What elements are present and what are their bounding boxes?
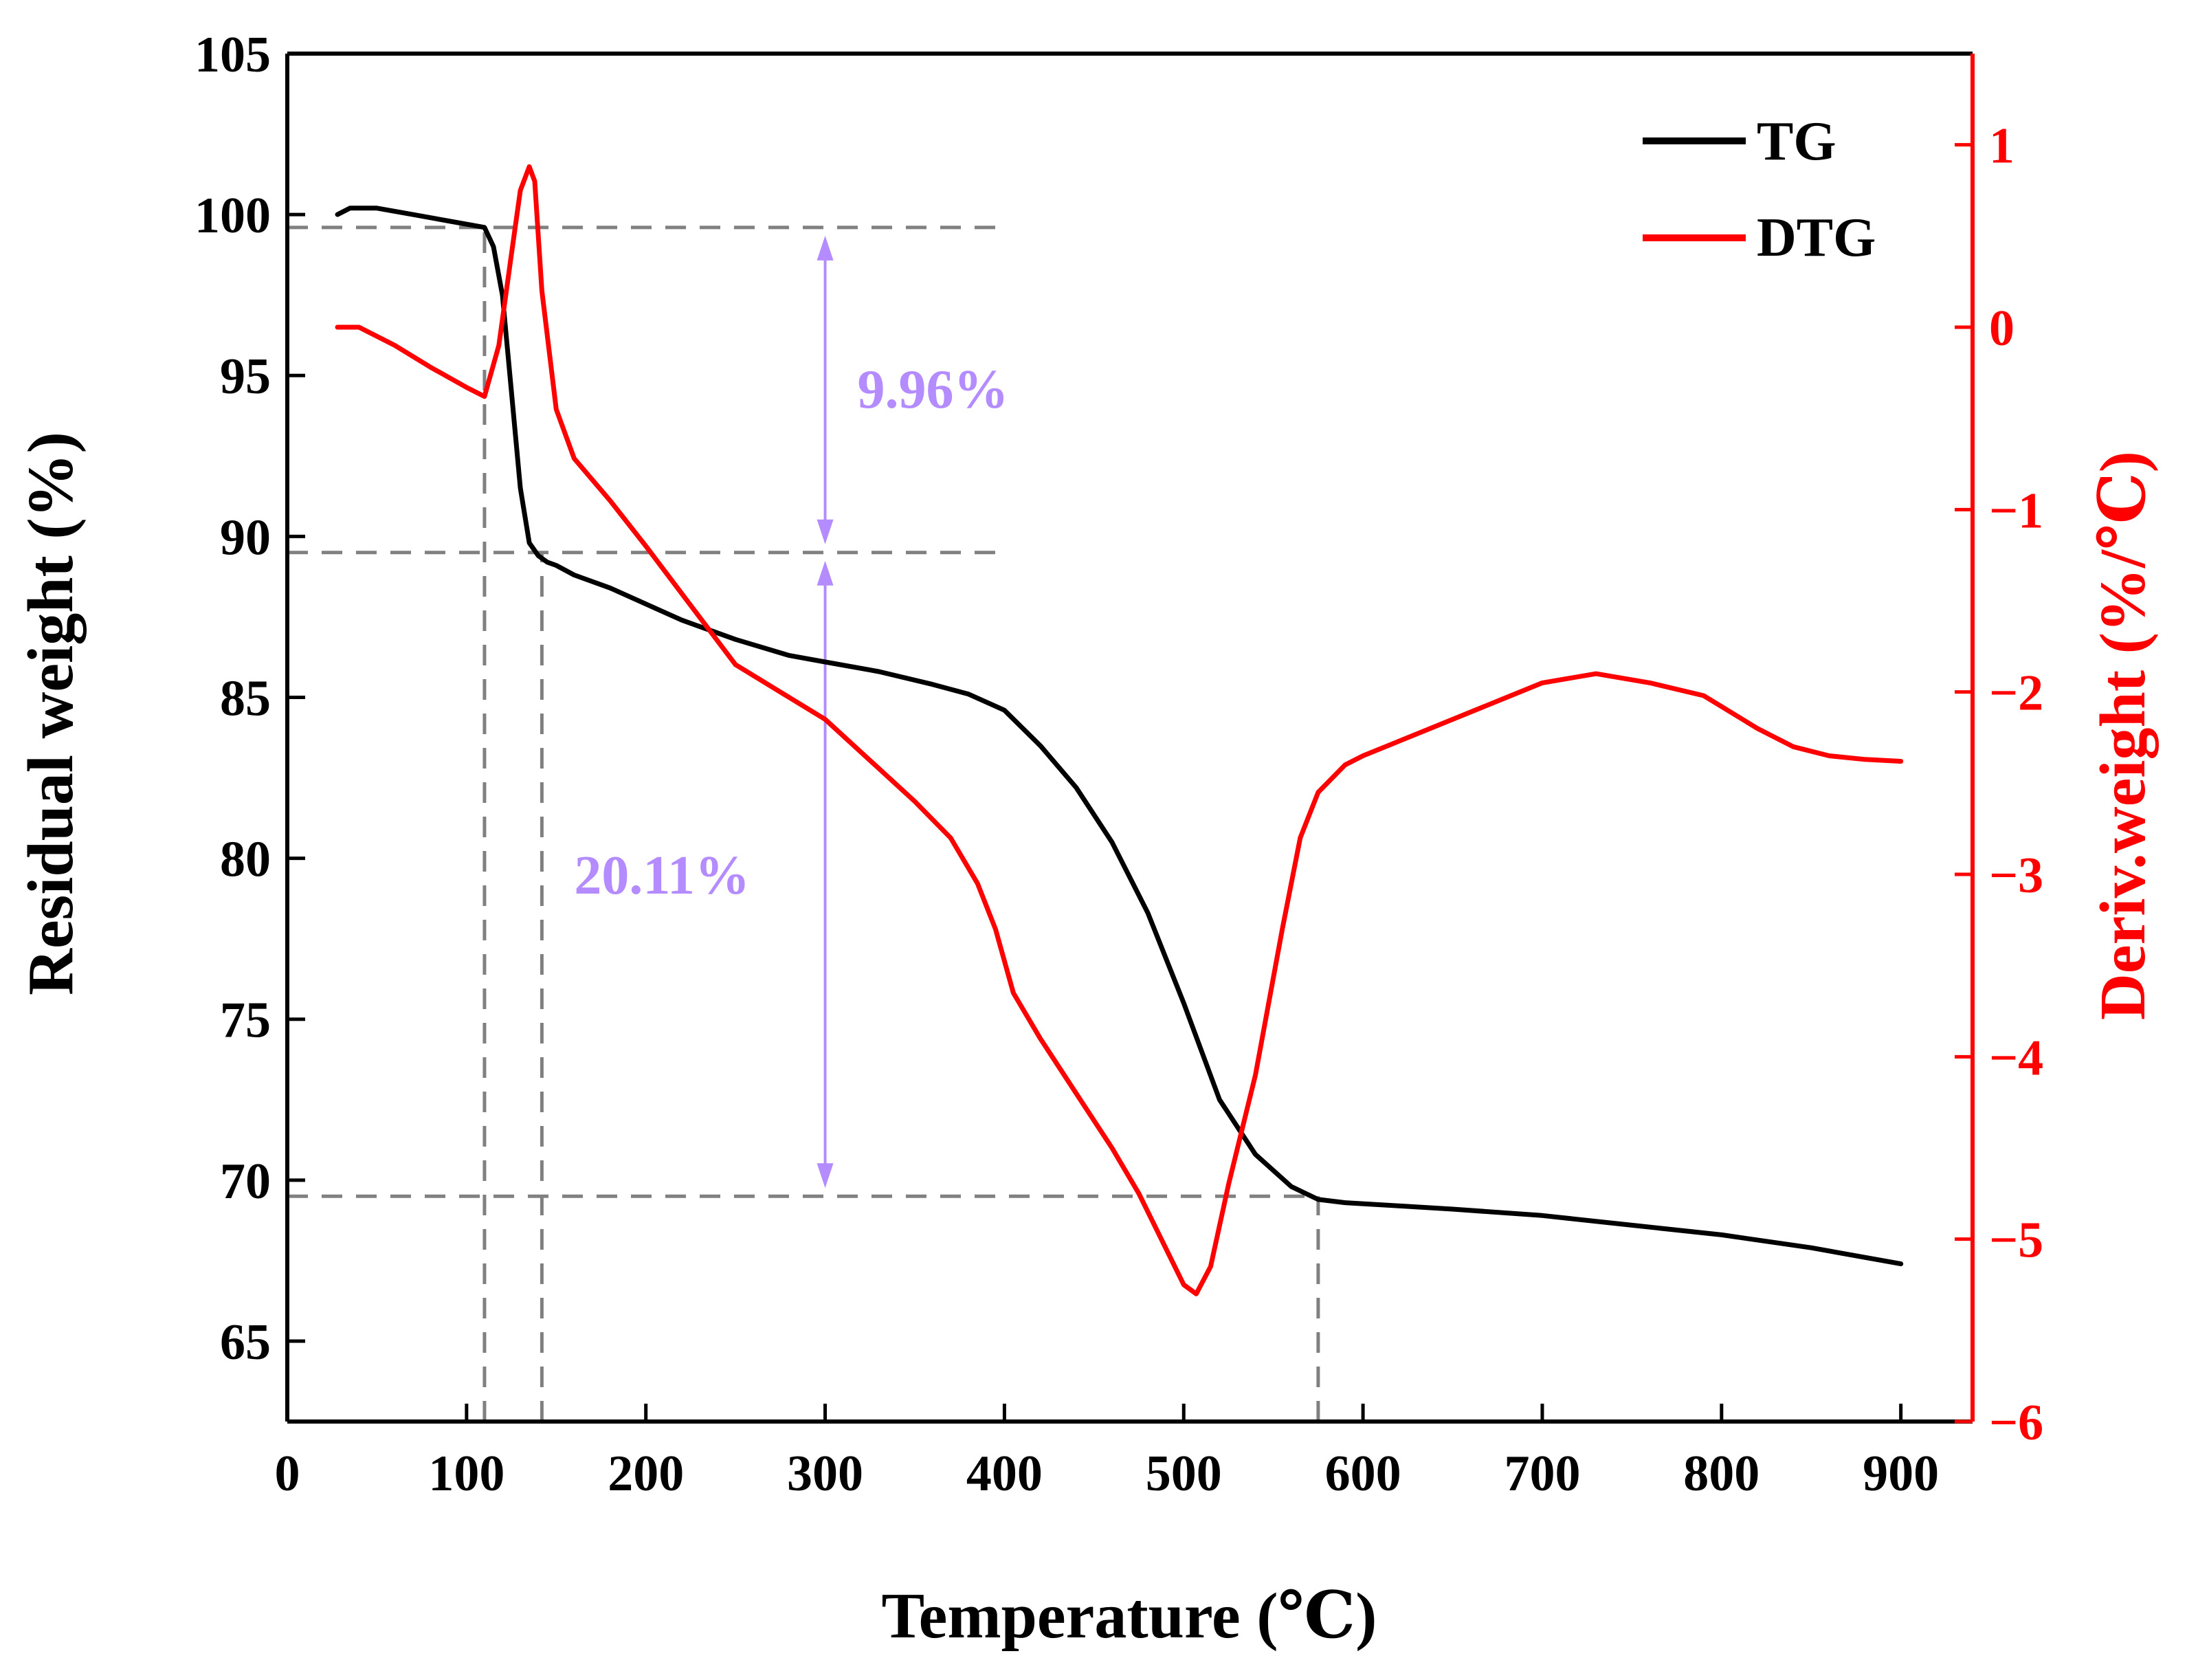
- y-tick-label: 70: [220, 1153, 271, 1210]
- annotation-label: 9.96%: [858, 360, 1009, 420]
- x-tick-label: 100: [428, 1446, 504, 1502]
- x-tick-label: 500: [1146, 1446, 1222, 1502]
- y2-axis-title: Deriv.weight (%/℃): [2087, 451, 2159, 1020]
- x-tick-label: 0: [275, 1446, 300, 1502]
- legend-label-tg: TG: [1757, 111, 1836, 172]
- series-line-dtg: [335, 164, 1904, 1296]
- x-ticks: 0 100 200 300 400 500 600 700 800 900: [275, 1404, 1939, 1502]
- x-tick-label: 800: [1683, 1446, 1759, 1502]
- x-tick-label: 600: [1325, 1446, 1401, 1502]
- annotation-label: 20.11%: [574, 845, 750, 906]
- legend: TG DTG: [1643, 111, 1876, 268]
- x-tick-label: 200: [608, 1446, 684, 1502]
- series-line-tg: [335, 206, 1904, 1267]
- y2-tick-label: 0: [1989, 300, 2014, 357]
- y2-tick-label: −1: [1989, 483, 2043, 539]
- annotation-arrow-head: [817, 1163, 834, 1189]
- y-axis-title: Residual weight (%): [15, 432, 87, 995]
- data-series: [335, 164, 1904, 1296]
- annotation-arrow-head: [817, 235, 834, 261]
- x-tick-label: 400: [966, 1446, 1043, 1502]
- y-tick-label: 90: [220, 509, 271, 566]
- y2-tick-label: −2: [1989, 665, 2043, 722]
- y2-tick-label: 1: [1989, 118, 2014, 175]
- x-tick-label: 900: [1863, 1446, 1939, 1502]
- annotation-arrow-head: [817, 519, 834, 544]
- x-tick-label: 700: [1504, 1446, 1580, 1502]
- y-tick-label: 85: [220, 670, 271, 727]
- annotations: 9.96% 20.11%: [574, 235, 1009, 1189]
- axes: [285, 52, 1975, 1424]
- y2-ticks: −6 −5 −4 −3 −2 −1 0 1: [1955, 118, 2043, 1451]
- y-tick-label: 100: [195, 188, 271, 244]
- y-ticks: 65 70 75 80 85 90 95 100 105: [195, 27, 305, 1371]
- y2-tick-label: −5: [1989, 1213, 2043, 1269]
- y-tick-label: 75: [220, 993, 271, 1049]
- y-tick-label: 95: [220, 349, 271, 405]
- y2-tick-label: −4: [1989, 1030, 2043, 1086]
- y2-tick-label: −6: [1989, 1395, 2043, 1451]
- y-tick-label: 105: [195, 27, 271, 83]
- y2-tick-label: −3: [1989, 848, 2043, 904]
- guide-lines: [287, 225, 1320, 1422]
- y-tick-label: 65: [220, 1314, 271, 1371]
- x-tick-label: 300: [787, 1446, 863, 1502]
- annotation-arrow-head: [817, 560, 834, 586]
- legend-label-dtg: DTG: [1757, 208, 1876, 268]
- y-tick-label: 80: [220, 832, 271, 888]
- x-axis-title: Temperature (℃): [882, 1580, 1377, 1652]
